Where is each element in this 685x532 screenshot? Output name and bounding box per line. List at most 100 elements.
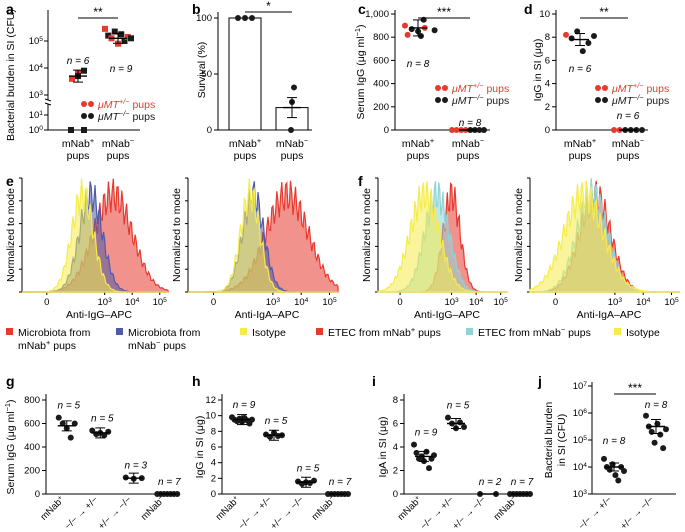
panel-f-iga-y-axis-title: Normalized to mode xyxy=(513,188,525,282)
panel-g-data-point xyxy=(71,420,78,427)
panel-g-y-tick-label: 800 xyxy=(24,395,40,406)
panel-g-y-tick-label: 400 xyxy=(24,442,40,453)
panel-e-igg-x-tick-label: 104 xyxy=(125,297,140,309)
panel-d-legend-dot-b xyxy=(602,97,608,103)
panel-d-legend-dot-a xyxy=(595,85,601,91)
legend-swatch xyxy=(240,328,247,335)
panel-g-data-point xyxy=(59,420,66,427)
panel-g-category-label: +/− → −/− xyxy=(96,494,134,532)
panel-b-sig-stars: * xyxy=(266,0,271,13)
panel-b-category-label-line2: pups xyxy=(234,150,257,162)
panel-d-legend-dot-b xyxy=(602,85,608,91)
panel-c-legend-label: μMT+/− pups xyxy=(451,81,509,96)
panel-d-legend-label: μMT−/− pups xyxy=(611,93,669,108)
panel-e-iga-series-isotype xyxy=(188,178,338,293)
panel-a-y-axis-title: Bacterial burden in SI (CFU) xyxy=(5,9,17,141)
panel-c-letter: c xyxy=(358,1,366,17)
panel-i-data-point xyxy=(426,465,432,472)
panel-d-n-label-2: n = 6 xyxy=(617,111,640,122)
panel-g-letter: g xyxy=(6,373,15,389)
panel-a-legend-label: μMT−/− pups xyxy=(97,109,155,124)
panel-a-category-label: mNab− xyxy=(102,136,134,151)
panel-j-data-point xyxy=(621,468,627,475)
panel-f-igg-x-tick-label: 0 xyxy=(397,297,402,308)
panel-j-data-point xyxy=(660,445,667,452)
panel-d-y-tick-label: 6 xyxy=(545,55,550,66)
panel-f-igg-letter: f xyxy=(358,173,363,189)
panel-a-legend-label: μMT+/− pups xyxy=(97,97,155,112)
legend-swatch xyxy=(6,328,13,335)
panel-b-data-point xyxy=(291,84,297,91)
panel-c-y-tick-label: 0 xyxy=(384,125,389,136)
panel-d-data-point xyxy=(611,127,617,133)
panel-g-y-tick-label: 200 xyxy=(24,466,40,477)
panel-i-data-point xyxy=(457,419,463,426)
panel-h-y-tick-label: 0 xyxy=(211,489,216,500)
panel-g-category-label: −/− → +/− xyxy=(63,494,101,532)
legend-swatch xyxy=(614,328,621,335)
panel-d-data-point xyxy=(568,35,575,42)
panel-h-y-tick-label: 8 xyxy=(211,426,216,437)
panel-g-n-label: n = 3 xyxy=(124,461,147,472)
panel-b-letter: b xyxy=(192,1,201,17)
panel-b-y-axis-title: Survival (%) xyxy=(196,42,208,99)
panel-c-data-point xyxy=(476,127,483,133)
panel-f-igg-x-tick-label: 105 xyxy=(494,297,509,309)
panel-h-y-tick-label: 4 xyxy=(211,458,216,469)
panel-a-axis-break-2 xyxy=(44,102,52,106)
panel-c-y-tick-label: 200 xyxy=(373,102,389,113)
panel-c-data-point xyxy=(453,127,460,133)
panel-h-y-tick-label: 12 xyxy=(205,395,216,406)
panel-d-y-tick-label: 4 xyxy=(545,79,550,90)
panel-d-y-tick-label: 2 xyxy=(545,102,550,113)
panel-a-data-point xyxy=(102,25,108,32)
panel-d-data-point xyxy=(563,31,569,38)
panel-g-data-point xyxy=(55,414,62,421)
panel-c-legend-dot-a xyxy=(435,85,441,91)
panel-e-iga-x-axis-title: Anti-IgA–APC xyxy=(235,309,300,321)
panel-d-category-label: mNab+ xyxy=(564,136,596,151)
panel-a-category-label-line2: pups xyxy=(107,150,130,162)
panel-j-sig-stars: *** xyxy=(628,381,642,395)
panel-d-sig-stars: ** xyxy=(599,5,609,19)
legend-label: ETEC from mNab− pups xyxy=(478,325,591,340)
panel-e-iga-y-axis-title: Normalized to mode xyxy=(171,188,183,282)
panel-i-n-label: n = 5 xyxy=(447,401,470,412)
panel-c-category-label: mNab− xyxy=(452,136,484,151)
panel-h-n-label: n = 5 xyxy=(297,464,320,475)
panel-h-n-label: n = 7 xyxy=(329,477,352,488)
panel-g-data-point xyxy=(89,427,96,434)
panel-a-axis-break-1 xyxy=(44,98,52,102)
panel-a-data-point xyxy=(81,67,87,74)
legend-label: Isotype xyxy=(626,327,660,339)
panel-a-legend-dot-b xyxy=(88,101,94,107)
panel-h-category-label: +/− → −/− xyxy=(268,494,306,532)
panel-e-igg-x-axis-title: Anti-IgG–APC xyxy=(66,309,132,321)
panel-j-y-tick-label: 107 xyxy=(573,381,588,393)
panel-a-data-point xyxy=(81,127,87,133)
legend-label: ETEC from mNab+ pups xyxy=(328,325,441,340)
panel-j-data-point xyxy=(643,412,649,419)
legend-label-line2: mNab+ pups xyxy=(18,338,76,353)
panel-g-n-label: n = 5 xyxy=(57,401,80,412)
panel-a-sig-stars: ** xyxy=(93,5,103,19)
panel-j-category-label: +/− → −/− xyxy=(618,494,656,532)
panel-g-category-label: mNab− xyxy=(139,494,168,523)
panel-i-data-point xyxy=(461,424,467,431)
panel-d-data-point xyxy=(585,40,592,46)
panel-j-y-tick-label: 106 xyxy=(573,408,588,420)
legend-swatch xyxy=(466,328,473,335)
panel-h-n-label: n = 5 xyxy=(265,416,288,427)
panel-i-data-point xyxy=(413,449,420,456)
panel-i-data-point xyxy=(431,452,437,459)
panel-a-data-point xyxy=(111,28,118,35)
panel-c-category-label: mNab+ xyxy=(402,136,434,151)
panel-c-y-tick-label: 800 xyxy=(373,32,389,43)
panel-e-iga-x-tick-label: 103 xyxy=(266,297,281,309)
panel-f-igg-x-tick-label: 104 xyxy=(469,297,484,309)
panel-a-y-tick-label: 103 xyxy=(29,90,44,102)
panel-h-y-tick-label: 2 xyxy=(211,473,216,484)
panel-i-y-tick-label: 2 xyxy=(393,466,398,477)
panel-i-n-label: n = 7 xyxy=(511,477,534,488)
